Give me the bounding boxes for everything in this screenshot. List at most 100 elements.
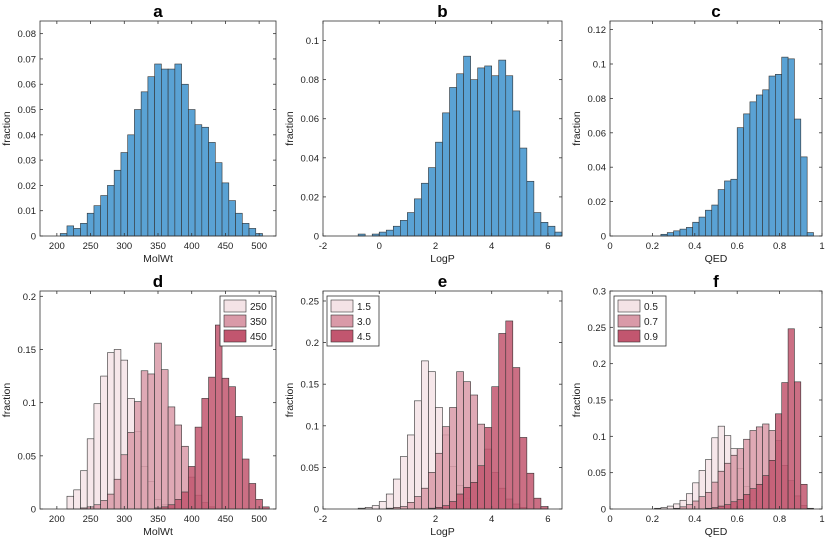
bar-4.5 [477, 465, 485, 510]
bar-0.9 [736, 499, 744, 510]
y-tick-label: 0 [314, 232, 319, 243]
bar-all [673, 230, 681, 237]
legend-label: 450 [250, 332, 267, 343]
bar-250 [80, 470, 88, 510]
bar-0.9 [743, 494, 751, 510]
bar-0.9 [800, 483, 808, 510]
bar-all [400, 220, 408, 237]
bar-0.5 [666, 505, 674, 510]
y-tick-label: 0.25 [588, 323, 607, 334]
x-tick-label: 0.6 [731, 241, 744, 252]
legend-swatch [617, 314, 641, 328]
y-tick-label: 0.05 [588, 468, 607, 479]
y-tick-label: 0.1 [593, 432, 606, 443]
x-tick-label: 2 [433, 514, 438, 525]
bar-350 [154, 342, 162, 510]
panel-c: c 0 0.2 0.4 0.6 0.8 1 0 0.02 0.04 0.06 0.08 0.1 0.12 Q… [571, 2, 825, 265]
bar-all [705, 209, 713, 237]
bar-all [526, 180, 535, 237]
bar-3.0 [456, 371, 464, 510]
y-tick-label: 0.03 [18, 156, 37, 167]
axes-frame [322, 290, 563, 510]
bar-all [188, 109, 196, 237]
bar-all [470, 79, 478, 237]
bar-350 [120, 454, 128, 510]
bar-0.9 [749, 488, 757, 510]
bar-all [686, 227, 693, 237]
y-tick-label: 0.15 [301, 380, 320, 391]
bar-350 [161, 369, 169, 510]
bar-all [519, 147, 528, 237]
bar-all [806, 232, 814, 237]
bar-1.5 [414, 400, 422, 510]
x-tick-label: 6 [545, 514, 550, 525]
bar-350 [100, 500, 108, 510]
legend: 0.5 0.7 0.9 [613, 295, 667, 347]
bar-450 [201, 398, 209, 510]
bar-all [385, 229, 394, 237]
bar-all [154, 63, 162, 237]
legend-swatch [617, 299, 641, 313]
bars [357, 320, 549, 510]
bar-4.5 [512, 367, 521, 510]
bar-all [547, 225, 556, 237]
bar-all [743, 113, 751, 237]
bar-450 [241, 458, 250, 510]
bar-4.5 [498, 333, 507, 510]
legend-label: 250 [250, 302, 267, 313]
bar-all [800, 156, 808, 237]
bar-450 [208, 376, 216, 510]
x-tick-label: 1 [819, 514, 824, 525]
bar-350 [127, 432, 135, 510]
x-tick-label: 350 [150, 241, 166, 252]
axes-frame [609, 20, 823, 237]
panel-title: a [153, 2, 163, 21]
bar-all [392, 225, 401, 237]
y-tick-label: 0.1 [306, 421, 319, 432]
x-tick-label: 300 [116, 241, 132, 252]
x-tick-label: 0.2 [646, 241, 659, 252]
bar-all [174, 63, 182, 237]
bar-450 [174, 499, 182, 510]
bar-4.5 [519, 437, 528, 510]
bar-all [86, 212, 95, 237]
bar-0.9 [768, 460, 776, 510]
bars [59, 63, 263, 237]
y-tick-label: 0.2 [593, 359, 606, 370]
bar-3.0 [421, 487, 429, 510]
x-tick-label: 500 [251, 241, 267, 252]
y-tick-label: 0.02 [588, 197, 607, 208]
x-tick-label: 4 [489, 514, 494, 525]
x-tick-label: 0 [607, 514, 612, 525]
bars [66, 324, 270, 510]
bar-all [235, 212, 243, 237]
bar-350 [113, 478, 122, 510]
bar-all [73, 228, 81, 237]
bar-0.7 [711, 481, 719, 510]
bar-0.9 [787, 328, 795, 510]
bar-all [208, 142, 216, 237]
bar-450 [194, 426, 203, 510]
x-tick-label: 450 [217, 241, 233, 252]
legend-swatch [617, 329, 641, 343]
bar-3.0 [407, 502, 415, 510]
bar-0.7 [686, 504, 693, 510]
bar-all [711, 204, 719, 237]
bar-450 [167, 504, 176, 510]
x-tick-label: 0.4 [688, 514, 701, 525]
bar-0.7 [705, 491, 713, 510]
x-axis-label: QED [705, 253, 728, 265]
x-tick-label: 2 [433, 241, 438, 252]
bar-350 [134, 401, 142, 510]
bar-4.5 [526, 472, 535, 510]
x-tick-label: 250 [83, 241, 99, 252]
bar-all [736, 127, 744, 237]
bars [357, 55, 563, 237]
y-tick-label: 0 [314, 505, 319, 516]
bar-350 [93, 504, 101, 510]
bar-450 [248, 483, 257, 510]
bar-1.5 [378, 501, 387, 510]
legend-swatch [223, 329, 247, 343]
x-tick-label: 0.4 [688, 241, 701, 252]
